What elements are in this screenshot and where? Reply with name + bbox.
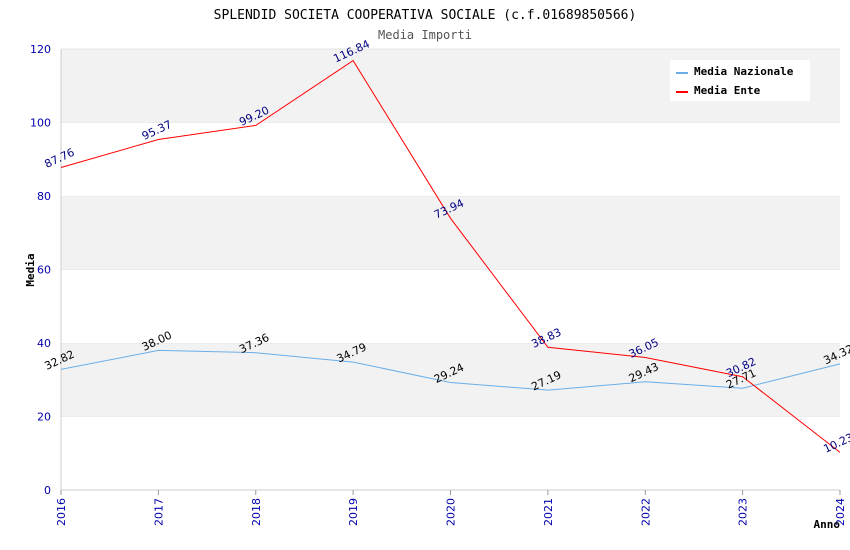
series-line-media-nazionale <box>60 349 841 391</box>
y-tick-label: 120 <box>30 43 51 56</box>
grid-band <box>61 122 840 196</box>
y-tick-label: 40 <box>37 337 51 350</box>
legend-box <box>670 60 810 101</box>
x-axis-label: Anno <box>814 518 841 531</box>
x-tick-label: 2016 <box>55 498 68 526</box>
y-axis-ticks: 0 20 40 60 80 100 120 <box>30 43 51 497</box>
grid-bands <box>61 48 840 490</box>
chart-subtitle: Media Importi <box>378 28 472 42</box>
x-tick-label: 2023 <box>737 498 750 526</box>
y-tick-label: 60 <box>37 264 51 277</box>
y-axis-label: Media <box>24 253 37 286</box>
x-tick-label: 2022 <box>639 498 652 526</box>
legend: Media Nazionale Media Ente <box>670 60 810 101</box>
legend-item-media-ente: Media Ente <box>676 84 761 97</box>
series-lines <box>60 59 841 453</box>
x-tick-label: 2021 <box>542 498 555 526</box>
grid-band <box>61 269 840 343</box>
grid-band <box>61 416 840 490</box>
x-tick-label: 2024 <box>834 498 847 526</box>
y-tick-label: 20 <box>37 411 51 424</box>
legend-label-media-ente: Media Ente <box>694 84 761 97</box>
grid-band <box>61 343 840 417</box>
y-tick-label: 100 <box>30 117 51 130</box>
x-tick-label: 2018 <box>250 498 263 526</box>
legend-label-media-nazionale: Media Nazionale <box>694 65 794 78</box>
grid-band <box>61 196 840 270</box>
chart-title: SPLENDID SOCIETA COOPERATIVA SOCIALE (c.… <box>214 8 637 23</box>
x-tick-label: 2020 <box>445 498 458 526</box>
y-tick-label: 80 <box>37 190 51 203</box>
y-tick-label: 0 <box>44 484 51 497</box>
x-tick-label: 2017 <box>152 498 165 526</box>
x-axis-ticks: 2016 2017 2018 2019 2020 2021 2022 2023 2024 <box>55 490 847 526</box>
x-tick-label: 2019 <box>347 498 360 526</box>
series-line-media-ente <box>60 59 841 453</box>
legend-item-media-nazionale: Media Nazionale <box>676 65 794 78</box>
